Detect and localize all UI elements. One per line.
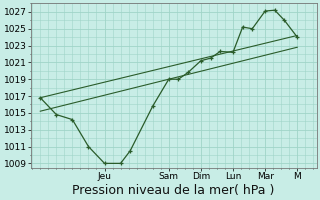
- X-axis label: Pression niveau de la mer( hPa ): Pression niveau de la mer( hPa ): [72, 184, 275, 197]
